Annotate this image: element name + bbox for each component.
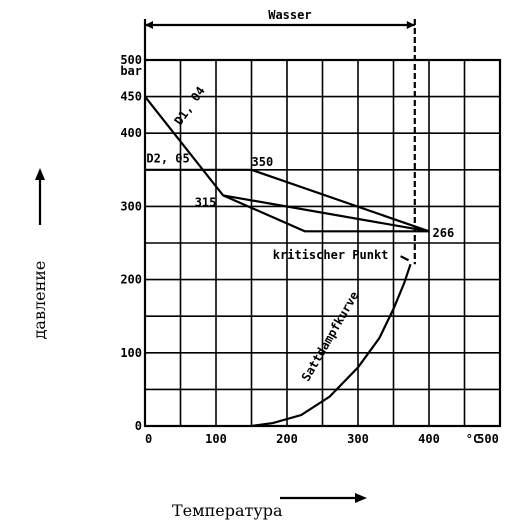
y-tick-label: 400 [120, 126, 142, 140]
y-tick-label: 500 [120, 53, 142, 67]
y-tick-label: 0 [135, 419, 142, 433]
x-axis-title: Температура [172, 501, 283, 520]
region-arrow-right [406, 21, 415, 29]
y-tick-label: 200 [120, 273, 142, 287]
series-line-2 [222, 194, 429, 233]
x-tick-label: °C [466, 432, 480, 446]
x-axis-arrowhead [355, 493, 367, 503]
annotation-label: 266 [433, 226, 455, 240]
y-tick-label: 450 [120, 90, 142, 104]
annotation-label: D2, 05 [146, 151, 189, 165]
y-tick-label: 100 [120, 346, 142, 360]
grid-lines [143, 58, 502, 428]
x-tick-label: 400 [418, 432, 440, 446]
annotation-label: 315 [195, 195, 217, 209]
annotation-label: 350 [252, 155, 274, 169]
x-tick-label: 100 [205, 432, 227, 446]
x-tick-label: 0 [145, 432, 152, 446]
y-unit-label: bar [120, 64, 142, 78]
annotation-label: Sattdampfkurve [299, 289, 362, 384]
y-axis-arrowhead [35, 168, 45, 180]
region-label: Wasser [268, 8, 311, 22]
x-tick-label: 200 [276, 432, 298, 446]
x-tick-label: 300 [347, 432, 369, 446]
x-tick-label: 500 [477, 432, 499, 446]
annotation-label: D1, 04 [171, 84, 207, 128]
annotation-label: kritischer Punkt [273, 248, 389, 262]
series-line-3 [251, 263, 412, 428]
chart-marks [143, 19, 430, 428]
y-axis-title: давление [30, 261, 49, 340]
series-line-1 [145, 168, 430, 233]
region-arrow-left [145, 21, 153, 29]
y-tick-label: 300 [120, 199, 142, 213]
kp-pointer [400, 255, 410, 262]
